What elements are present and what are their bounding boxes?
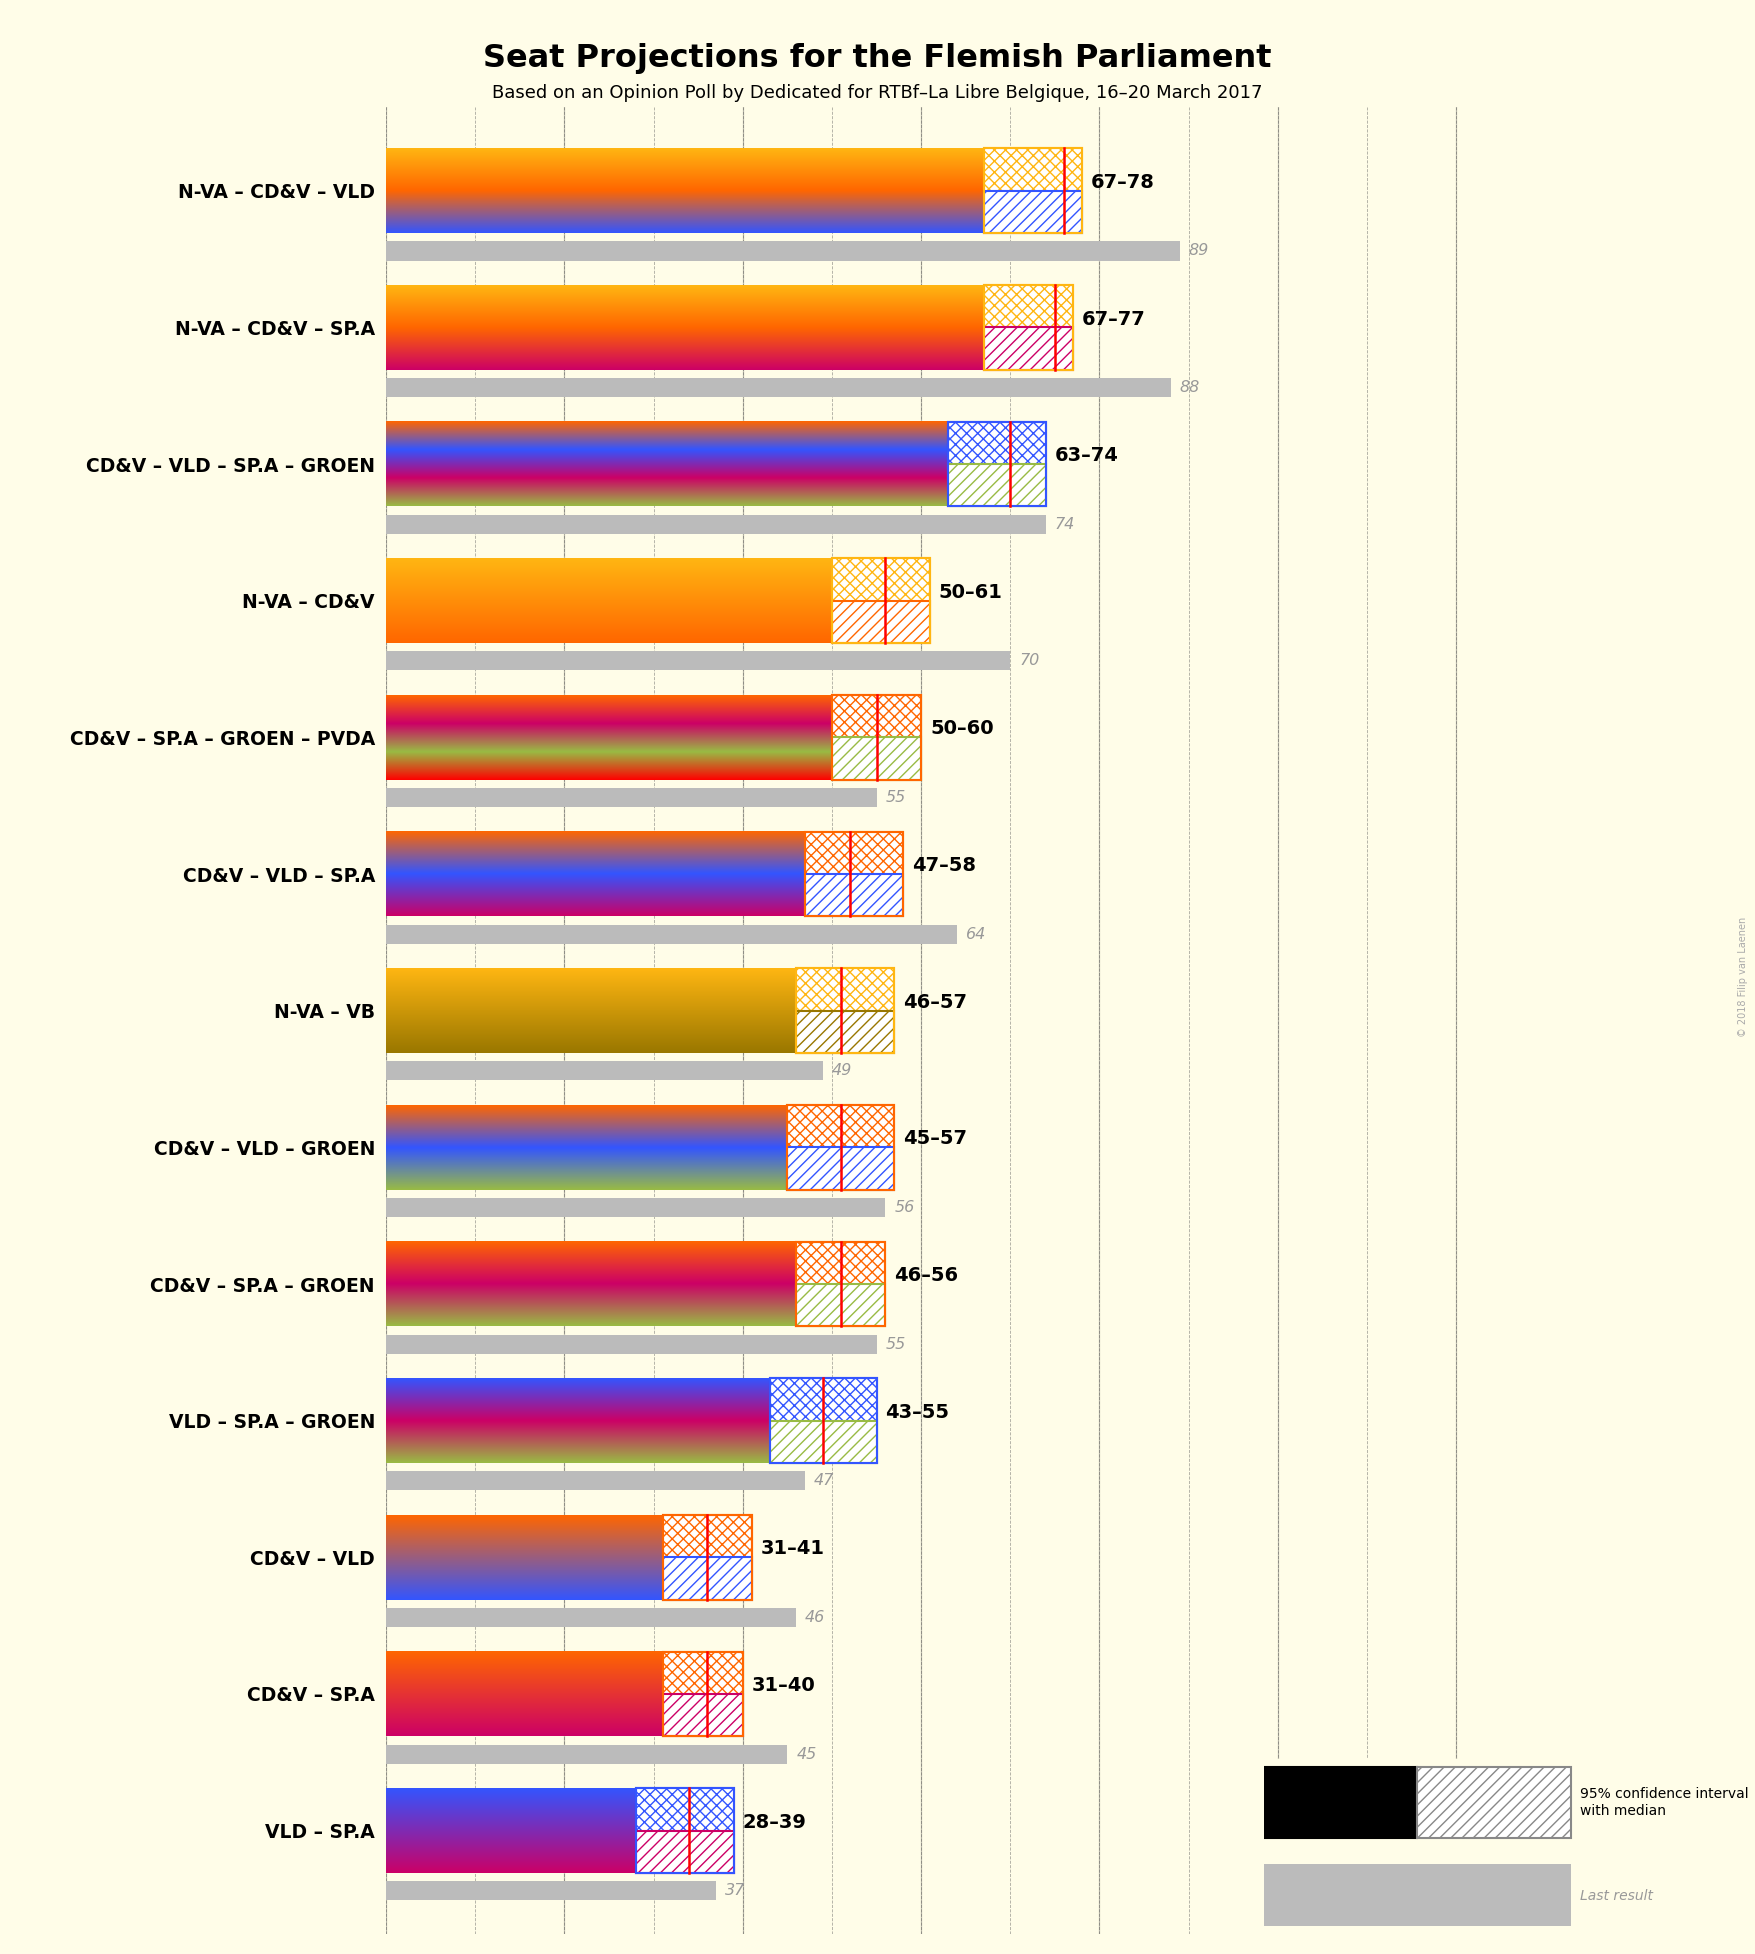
Bar (663, 1651, 742, 1737)
Bar (635, 1788, 734, 1874)
Text: 50–61: 50–61 (939, 582, 1002, 602)
Bar (386, 242, 1179, 260)
Text: 88: 88 (1179, 381, 1200, 395)
Bar (635, 1788, 734, 1874)
Text: 46: 46 (806, 1610, 825, 1626)
Text: 95% confidence interval
with median: 95% confidence interval with median (1580, 1788, 1748, 1817)
Bar (769, 1378, 876, 1464)
Bar (983, 285, 1072, 369)
Bar (797, 1284, 886, 1327)
Bar (663, 1557, 751, 1600)
Bar (797, 1241, 886, 1327)
Bar (788, 1147, 895, 1190)
Bar (983, 285, 1072, 369)
Bar (832, 600, 930, 643)
Bar (386, 377, 1171, 397)
Text: 28–39: 28–39 (742, 1813, 807, 1831)
Bar (386, 514, 1046, 533)
Text: 74: 74 (1055, 516, 1076, 531)
Bar (797, 1010, 895, 1053)
Bar (386, 1745, 788, 1764)
Bar (983, 191, 1081, 233)
Text: Based on an Opinion Poll by Dedicated for RTBf–La Libre Belgique, 16–20 March 20: Based on an Opinion Poll by Dedicated fo… (491, 84, 1264, 102)
Bar (663, 1694, 742, 1737)
Bar (1264, 1766, 1416, 1837)
Bar (788, 1106, 895, 1190)
Bar (663, 1651, 742, 1737)
Text: 49: 49 (832, 1063, 853, 1079)
Bar (663, 1514, 751, 1600)
Bar (386, 1061, 823, 1081)
Text: 89: 89 (1188, 244, 1209, 258)
Text: 63–74: 63–74 (1055, 446, 1118, 465)
Bar (1264, 1864, 1571, 1927)
Text: 46–56: 46–56 (895, 1266, 958, 1286)
Bar (386, 1198, 886, 1217)
Bar (788, 1106, 895, 1190)
Bar (797, 969, 895, 1053)
Bar (983, 149, 1081, 233)
Text: 67–78: 67–78 (1090, 172, 1155, 191)
Text: 31–41: 31–41 (760, 1540, 825, 1559)
Bar (769, 1421, 876, 1464)
Text: 31–40: 31–40 (751, 1677, 816, 1694)
Text: 45: 45 (797, 1747, 816, 1763)
Bar (635, 1831, 734, 1874)
Bar (797, 969, 895, 1053)
Bar (386, 1335, 876, 1354)
Text: © 2018 Filip van Laenen: © 2018 Filip van Laenen (1737, 916, 1748, 1038)
Text: 37: 37 (725, 1884, 746, 1897)
Bar (832, 559, 930, 643)
Text: 50–60: 50–60 (930, 719, 993, 739)
Text: 56: 56 (895, 1200, 914, 1215)
Bar (386, 787, 876, 807)
Text: 45–57: 45–57 (904, 1129, 967, 1149)
Bar (386, 1608, 797, 1628)
Bar (983, 328, 1072, 369)
Bar (806, 832, 904, 916)
Text: 67–77: 67–77 (1081, 309, 1146, 328)
Bar (832, 696, 921, 780)
Text: Last result: Last result (1580, 1890, 1653, 1903)
Bar (832, 559, 930, 643)
Text: 55: 55 (886, 789, 906, 805)
Bar (386, 1471, 806, 1491)
Text: 70: 70 (1020, 653, 1039, 668)
Bar (1416, 1766, 1571, 1837)
Text: 47–58: 47–58 (913, 856, 976, 875)
Bar (769, 1378, 876, 1464)
Bar (948, 422, 1046, 506)
Bar (663, 1514, 751, 1600)
Bar (806, 832, 904, 916)
Bar (948, 422, 1046, 506)
Text: 43–55: 43–55 (886, 1403, 949, 1423)
Text: 47: 47 (814, 1473, 834, 1489)
Bar (386, 651, 1011, 670)
Bar (386, 1882, 716, 1901)
Bar (832, 696, 921, 780)
Bar (948, 465, 1046, 506)
Bar (797, 1241, 886, 1327)
Bar (386, 924, 956, 944)
Text: 46–57: 46–57 (904, 993, 967, 1012)
Bar (983, 149, 1081, 233)
Bar (806, 873, 904, 916)
Bar (832, 737, 921, 780)
Text: 55: 55 (886, 1337, 906, 1352)
Text: 64: 64 (965, 926, 986, 942)
Text: Seat Projections for the Flemish Parliament: Seat Projections for the Flemish Parliam… (483, 43, 1272, 74)
